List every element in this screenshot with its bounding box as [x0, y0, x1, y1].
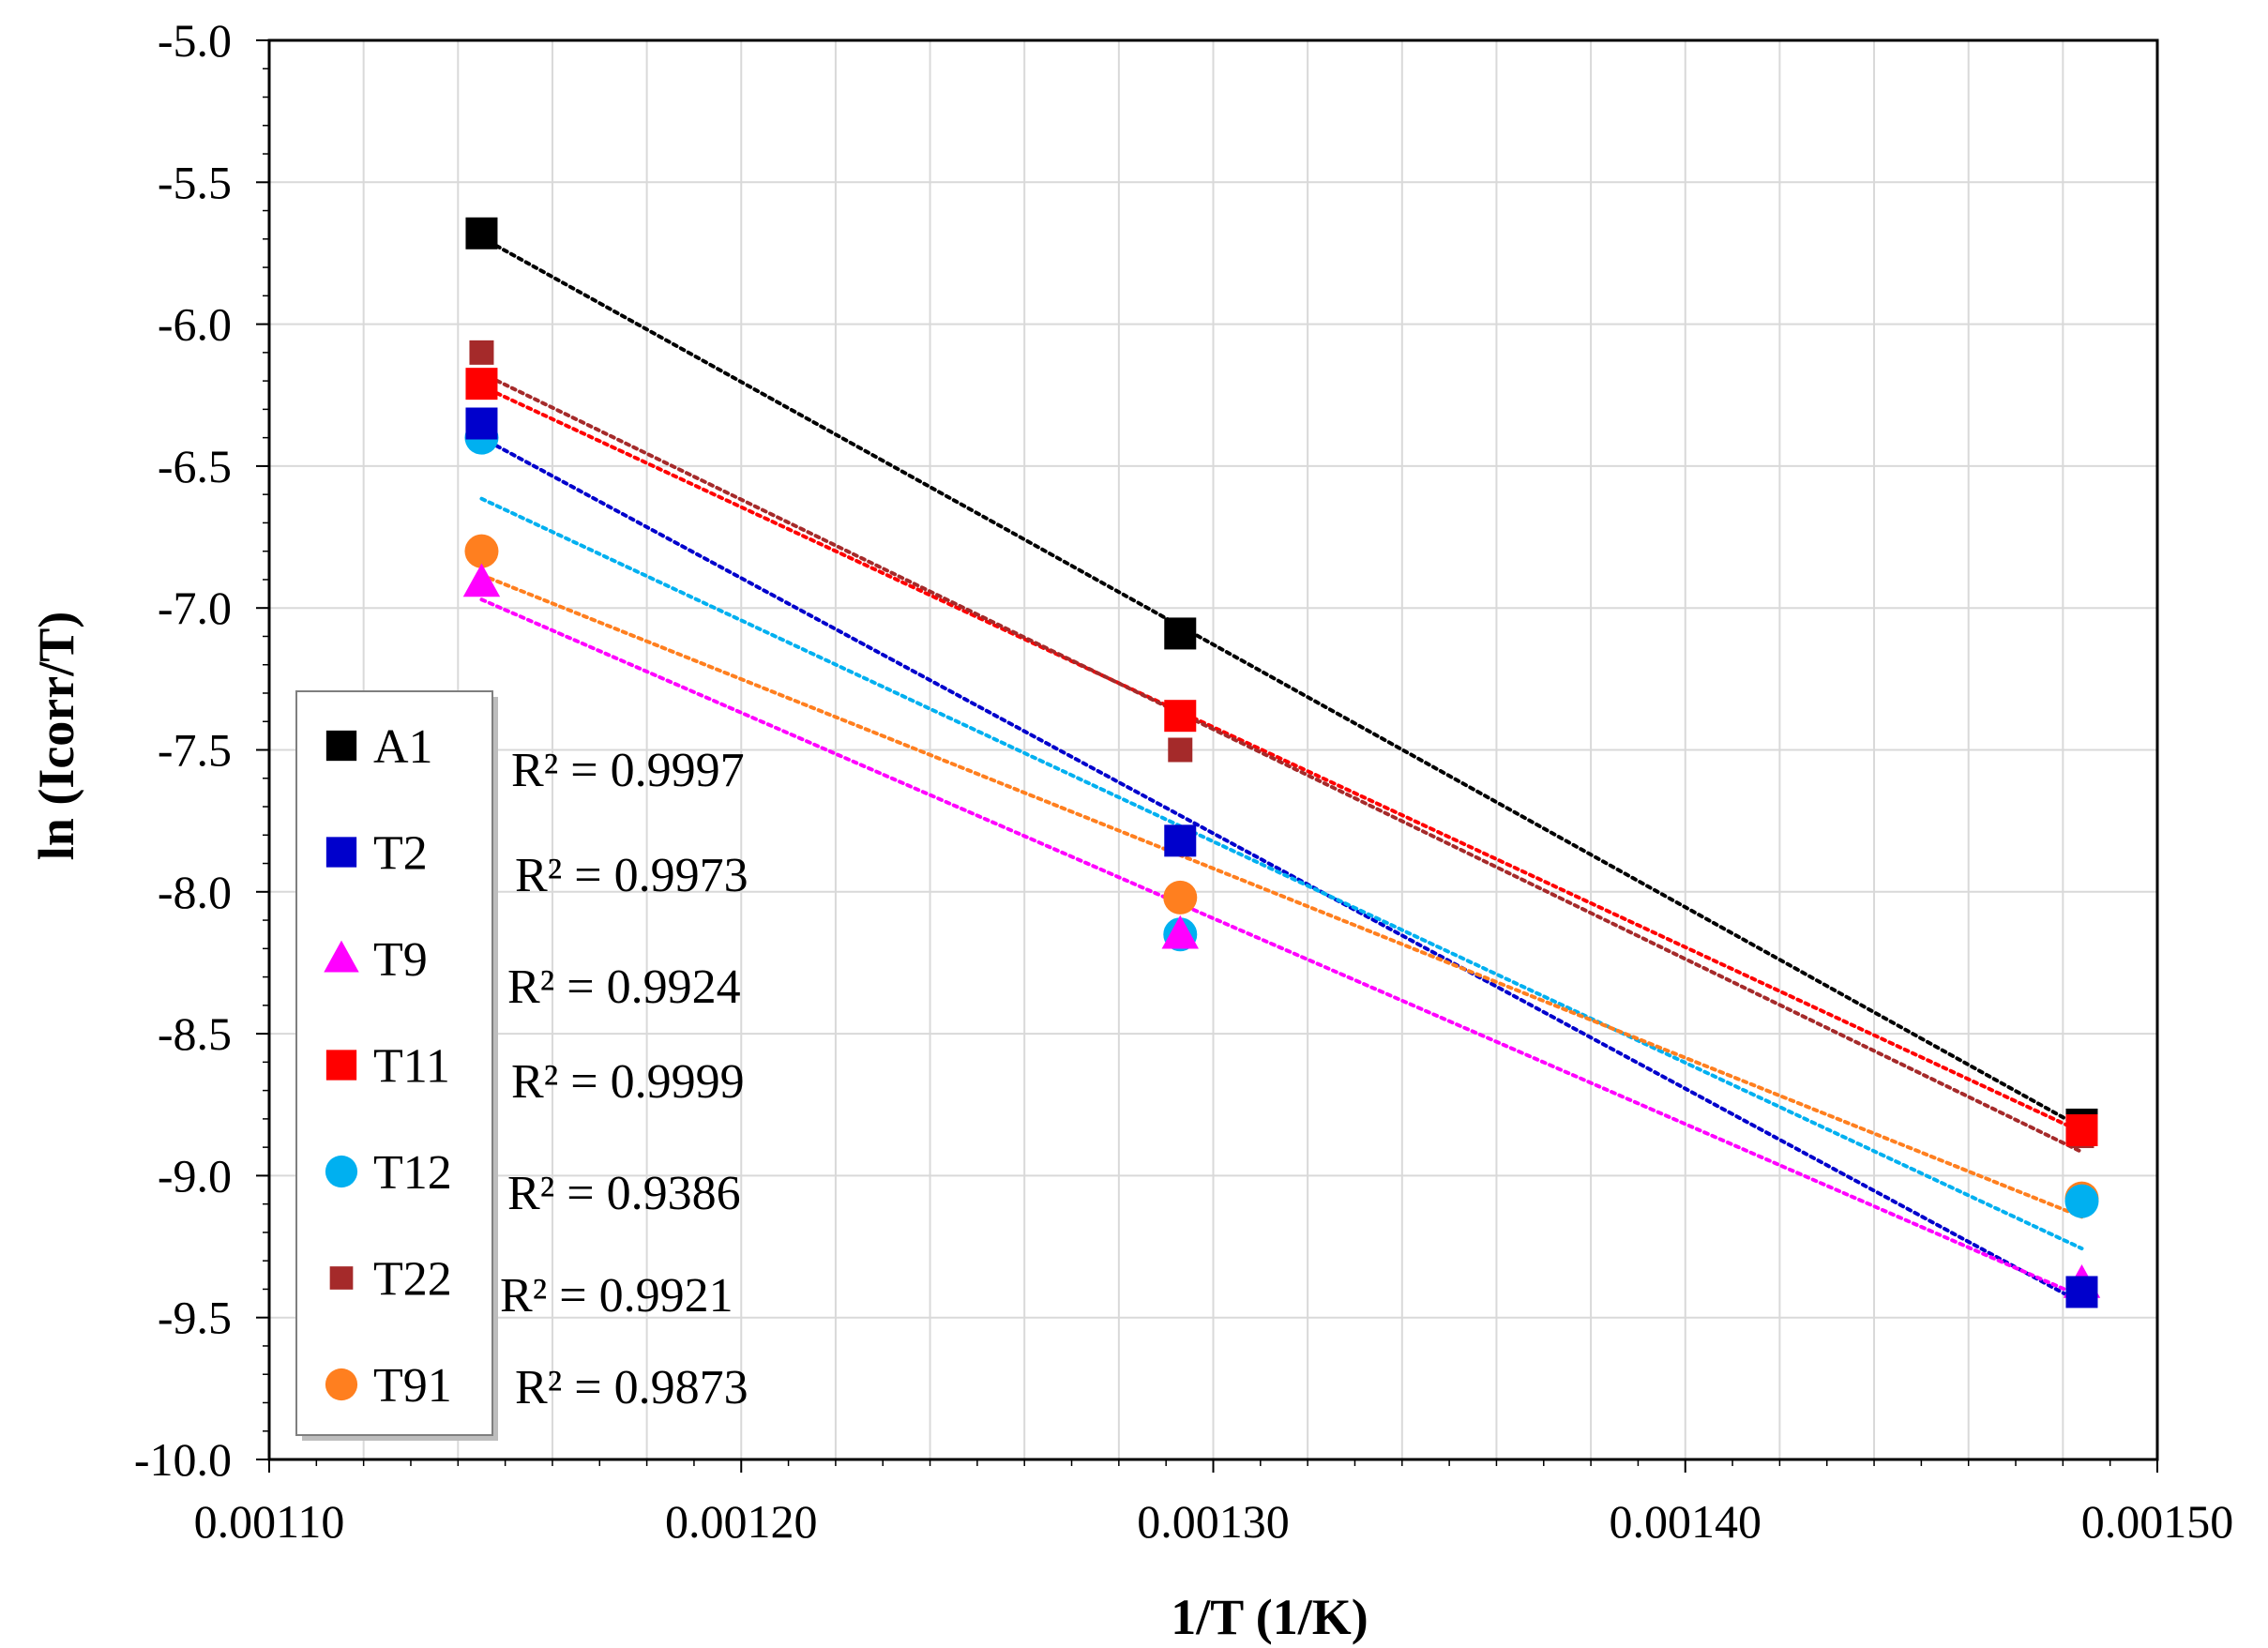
y-tick-label: -8.0 [158, 866, 232, 918]
point-t11 [465, 368, 498, 401]
point-a1 [465, 217, 498, 249]
y-tick-label: -9.5 [158, 1292, 232, 1344]
legend-label-t91: T91 [373, 1359, 452, 1413]
y-tick-label: -7.0 [158, 582, 232, 634]
grid-lines [269, 40, 2157, 1459]
point-t9 [1161, 915, 1199, 949]
x-tick-label: 0.00110 [194, 1495, 345, 1548]
point-t11 [2065, 1113, 2098, 1146]
trendline-t11 [479, 384, 2084, 1134]
trendline-t22 [479, 370, 2084, 1155]
r2-label-t12: R² = 0.9386 [507, 1167, 741, 1220]
point-t2 [1164, 824, 1197, 857]
legend: A1 T2 T9 T11 T12 T22 T91 [295, 690, 498, 1441]
legend-marker-t91 [325, 1368, 358, 1401]
x-tick-label: 0.00150 [2081, 1495, 2234, 1548]
legend-label-a1: A1 [373, 720, 433, 774]
y-tick-label: -10.0 [134, 1433, 232, 1486]
r-squared-labels: R² = 0.9997 R² = 0.9973 R² = 0.9924 R² = 0.… [500, 744, 748, 1414]
x-tick-label: 0.00120 [665, 1495, 818, 1548]
y-tick-label: -7.5 [158, 724, 232, 777]
r2-label-t2: R² = 0.9973 [515, 849, 748, 902]
trendline-a1 [479, 235, 2084, 1130]
trendlines [479, 235, 2084, 1306]
x-axis-ticks: 0.00110 0.00120 0.00130 0.00140 0.00150 [194, 1459, 2234, 1548]
legend-marker-t9 [324, 940, 359, 973]
r2-label-t91: R² = 0.9873 [515, 1361, 748, 1414]
x-axis-title: 1/T (1/K) [1171, 1589, 1368, 1645]
point-t2 [465, 407, 498, 440]
point-a1 [1164, 617, 1197, 650]
point-t22 [1168, 737, 1193, 763]
data-points [462, 217, 2101, 1308]
legend-label-t12: T12 [373, 1146, 452, 1200]
y-tick-label: -8.5 [158, 1007, 232, 1060]
point-t22 [469, 340, 494, 365]
legend-marker-a1 [325, 730, 357, 762]
x-tick-label: 0.00140 [1610, 1495, 1762, 1548]
r2-label-a1: R² = 0.9997 [511, 744, 745, 797]
y-tick-label: -5.5 [158, 156, 232, 208]
y-tick-label: -9.0 [158, 1149, 232, 1202]
legend-marker-t11 [325, 1050, 357, 1081]
trendline-t91 [479, 573, 2084, 1219]
y-axis-title: ln (Icorr/T) [28, 612, 84, 860]
legend-marker-t2 [325, 837, 357, 868]
point-t12 [2064, 1184, 2099, 1218]
r2-label-t22: R² = 0.9921 [500, 1269, 733, 1323]
trendline-t12 [479, 496, 2084, 1251]
y-axis-ticks: -5.0 -5.5 -6.0 -6.5 -7.0 -7.5 -8.0 -8.5 -9.0 -9.5… [134, 14, 269, 1486]
legend-label-t2: T2 [373, 827, 428, 881]
legend-marker-t12 [325, 1155, 358, 1188]
r2-label-t9: R² = 0.9924 [507, 960, 741, 1014]
y-tick-label: -6.0 [158, 298, 232, 351]
y-tick-label: -6.5 [158, 440, 232, 492]
point-t11 [1164, 700, 1197, 733]
x-tick-label: 0.00130 [1137, 1495, 1290, 1548]
legend-label-t11: T11 [373, 1040, 450, 1094]
r2-label-t11: R² = 0.9999 [511, 1055, 745, 1109]
y-tick-label: -5.0 [158, 14, 232, 67]
legend-label-t9: T9 [373, 933, 428, 987]
point-t9 [462, 563, 501, 597]
legend-label-t22: T22 [373, 1253, 452, 1307]
trendline-t2 [479, 435, 2084, 1306]
point-t2 [2065, 1276, 2098, 1308]
point-t91 [464, 534, 499, 568]
point-t91 [1163, 880, 1198, 915]
legend-marker-t22 [329, 1266, 354, 1290]
trendline-t9 [479, 597, 2084, 1299]
